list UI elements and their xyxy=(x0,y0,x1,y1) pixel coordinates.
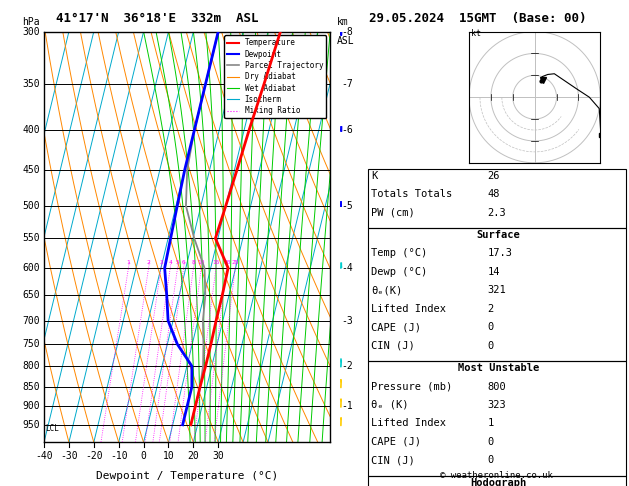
Text: θₑ (K): θₑ (K) xyxy=(371,400,409,410)
Text: Dewp (°C): Dewp (°C) xyxy=(371,267,427,277)
Text: 950: 950 xyxy=(22,420,40,430)
Text: 350: 350 xyxy=(22,79,40,89)
Text: CAPE (J): CAPE (J) xyxy=(371,437,421,447)
Text: Lifted Index: Lifted Index xyxy=(371,304,446,314)
Text: 400: 400 xyxy=(22,125,40,135)
Text: Hodograph: Hodograph xyxy=(470,478,526,486)
Text: Dewpoint / Temperature (°C): Dewpoint / Temperature (°C) xyxy=(96,471,278,481)
Text: -10: -10 xyxy=(110,451,128,461)
Text: ASL: ASL xyxy=(337,36,354,47)
Text: 1: 1 xyxy=(487,418,494,429)
Text: 450: 450 xyxy=(22,165,40,175)
Text: -30: -30 xyxy=(60,451,78,461)
Text: -40: -40 xyxy=(35,451,53,461)
Text: 1: 1 xyxy=(126,260,130,265)
Text: LCL: LCL xyxy=(45,424,59,433)
Text: 8: 8 xyxy=(192,260,196,265)
Text: 321: 321 xyxy=(487,285,506,295)
Text: Totals Totals: Totals Totals xyxy=(371,189,452,199)
Text: 2: 2 xyxy=(147,260,150,265)
Text: -6: -6 xyxy=(341,125,353,135)
Text: 650: 650 xyxy=(22,290,40,300)
Text: -20: -20 xyxy=(85,451,103,461)
Text: 14: 14 xyxy=(487,267,500,277)
Text: 6: 6 xyxy=(182,260,186,265)
Text: 48: 48 xyxy=(487,189,500,199)
Text: Most Unstable: Most Unstable xyxy=(458,363,539,373)
Text: 0: 0 xyxy=(141,451,147,461)
Text: 3: 3 xyxy=(159,260,163,265)
Text: hPa: hPa xyxy=(22,17,40,28)
Text: θₑ(K): θₑ(K) xyxy=(371,285,403,295)
Text: 29.05.2024  15GMT  (Base: 00): 29.05.2024 15GMT (Base: 00) xyxy=(369,12,587,25)
Text: 26: 26 xyxy=(487,171,500,181)
Text: PW (cm): PW (cm) xyxy=(371,208,415,218)
Text: 10: 10 xyxy=(198,260,205,265)
Text: 4: 4 xyxy=(169,260,172,265)
Text: 25: 25 xyxy=(231,260,239,265)
Text: 323: 323 xyxy=(487,400,506,410)
Text: CAPE (J): CAPE (J) xyxy=(371,322,421,332)
Text: CIN (J): CIN (J) xyxy=(371,455,415,466)
Text: -1: -1 xyxy=(341,401,353,411)
Text: 41°17'N  36°18'E  332m  ASL: 41°17'N 36°18'E 332m ASL xyxy=(56,12,259,25)
Text: 0: 0 xyxy=(487,437,494,447)
Text: 2.3: 2.3 xyxy=(487,208,506,218)
Text: kt: kt xyxy=(471,29,481,38)
Text: 500: 500 xyxy=(22,201,40,211)
Text: © weatheronline.co.uk: © weatheronline.co.uk xyxy=(440,471,554,480)
Text: Lifted Index: Lifted Index xyxy=(371,418,446,429)
Legend: Temperature, Dewpoint, Parcel Trajectory, Dry Adiabat, Wet Adiabat, Isotherm, Mi: Temperature, Dewpoint, Parcel Trajectory… xyxy=(224,35,326,118)
Text: 20: 20 xyxy=(223,260,230,265)
Text: -4: -4 xyxy=(341,263,353,273)
Text: 300: 300 xyxy=(22,27,40,36)
Text: 900: 900 xyxy=(22,401,40,411)
Text: 20: 20 xyxy=(187,451,199,461)
Text: km: km xyxy=(337,17,348,27)
Text: K: K xyxy=(371,171,377,181)
Text: 30: 30 xyxy=(213,451,224,461)
Text: 5: 5 xyxy=(175,260,179,265)
Text: -5: -5 xyxy=(341,201,353,211)
Text: 0: 0 xyxy=(487,455,494,466)
Text: 0: 0 xyxy=(487,341,494,351)
Text: -3: -3 xyxy=(341,315,353,326)
Text: 800: 800 xyxy=(22,361,40,371)
Text: CIN (J): CIN (J) xyxy=(371,341,415,351)
Text: -2: -2 xyxy=(341,361,353,371)
Text: 2: 2 xyxy=(487,304,494,314)
Text: Surface: Surface xyxy=(477,230,520,240)
Text: Pressure (mb): Pressure (mb) xyxy=(371,382,452,392)
Text: -8: -8 xyxy=(341,27,353,36)
Text: 15: 15 xyxy=(212,260,220,265)
Text: 600: 600 xyxy=(22,263,40,273)
Text: 800: 800 xyxy=(487,382,506,392)
Text: 17.3: 17.3 xyxy=(487,248,513,259)
Text: -7: -7 xyxy=(341,79,353,89)
Text: 0: 0 xyxy=(487,322,494,332)
Text: 700: 700 xyxy=(22,315,40,326)
Text: 550: 550 xyxy=(22,233,40,243)
Text: 850: 850 xyxy=(22,382,40,392)
Text: 750: 750 xyxy=(22,339,40,349)
Text: Temp (°C): Temp (°C) xyxy=(371,248,427,259)
Text: 10: 10 xyxy=(162,451,174,461)
